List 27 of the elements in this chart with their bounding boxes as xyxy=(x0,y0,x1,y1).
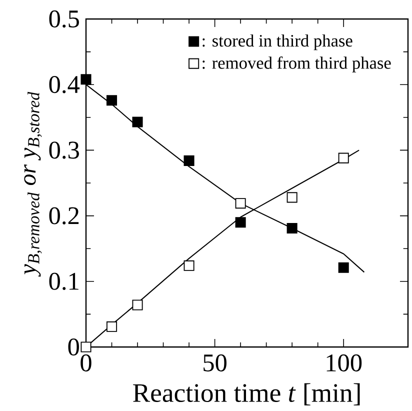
point xyxy=(286,192,298,203)
y-axis-title: y$_{B,removed}$ or y$_{B,stored}$ xyxy=(24,92,42,277)
point xyxy=(235,198,246,209)
x-tick-label: 100 xyxy=(326,354,362,372)
point xyxy=(106,95,118,106)
point xyxy=(106,321,118,332)
point xyxy=(286,222,298,234)
point xyxy=(338,152,349,164)
x-tick-label: 50 xyxy=(204,354,226,372)
y-tick-label: 0 xyxy=(68,338,79,356)
point xyxy=(184,155,194,166)
x-tick-label: 0 xyxy=(80,354,92,372)
point xyxy=(80,74,92,85)
legend-label: : stored in third phase xyxy=(202,34,352,50)
y-tick-label: 0.1 xyxy=(49,272,78,290)
y-tick-label: 0.3 xyxy=(49,142,79,159)
y-tick-label: 0.2 xyxy=(49,207,79,224)
x-axis-title: Reaction time t [min] xyxy=(133,383,360,406)
legend-label: : removed from third phase xyxy=(202,56,391,72)
point xyxy=(338,262,349,273)
point xyxy=(132,300,143,310)
point xyxy=(235,217,246,228)
point xyxy=(184,260,194,271)
y-tick-label: 0.4 xyxy=(49,76,80,94)
y-tick-label: 0.5 xyxy=(49,10,79,28)
point xyxy=(132,116,143,128)
point xyxy=(80,342,92,352)
